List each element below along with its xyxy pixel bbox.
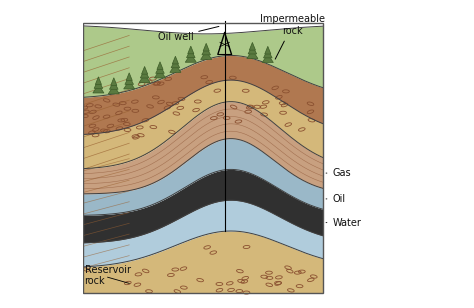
Polygon shape [155, 65, 164, 73]
Polygon shape [188, 46, 194, 54]
Polygon shape [111, 78, 117, 85]
Text: Reservoir
rock: Reservoir rock [84, 265, 130, 286]
Text: Gas: Gas [326, 168, 351, 178]
Polygon shape [142, 67, 148, 74]
Polygon shape [126, 73, 132, 80]
Polygon shape [139, 74, 150, 83]
Polygon shape [108, 85, 119, 94]
Polygon shape [140, 70, 149, 78]
Polygon shape [157, 62, 163, 70]
Polygon shape [202, 47, 210, 55]
Polygon shape [264, 46, 271, 54]
Polygon shape [247, 50, 258, 59]
Polygon shape [125, 76, 134, 84]
Polygon shape [94, 80, 103, 88]
Polygon shape [201, 51, 212, 59]
Text: Impermeable
rock: Impermeable rock [260, 14, 325, 59]
Polygon shape [264, 49, 272, 58]
Polygon shape [109, 81, 118, 89]
Polygon shape [186, 49, 195, 58]
Polygon shape [171, 59, 180, 68]
Text: Water: Water [326, 218, 361, 228]
Polygon shape [249, 43, 255, 50]
Polygon shape [95, 77, 101, 84]
Text: Oil: Oil [326, 194, 346, 204]
Polygon shape [170, 64, 181, 72]
Polygon shape [185, 54, 196, 62]
Bar [83, 23, 323, 293]
Polygon shape [262, 54, 273, 63]
Text: Oil well: Oil well [157, 26, 219, 42]
Polygon shape [124, 80, 135, 89]
Polygon shape [155, 70, 165, 78]
Polygon shape [248, 46, 257, 54]
Polygon shape [93, 84, 104, 93]
Polygon shape [203, 43, 210, 51]
Polygon shape [173, 56, 179, 64]
